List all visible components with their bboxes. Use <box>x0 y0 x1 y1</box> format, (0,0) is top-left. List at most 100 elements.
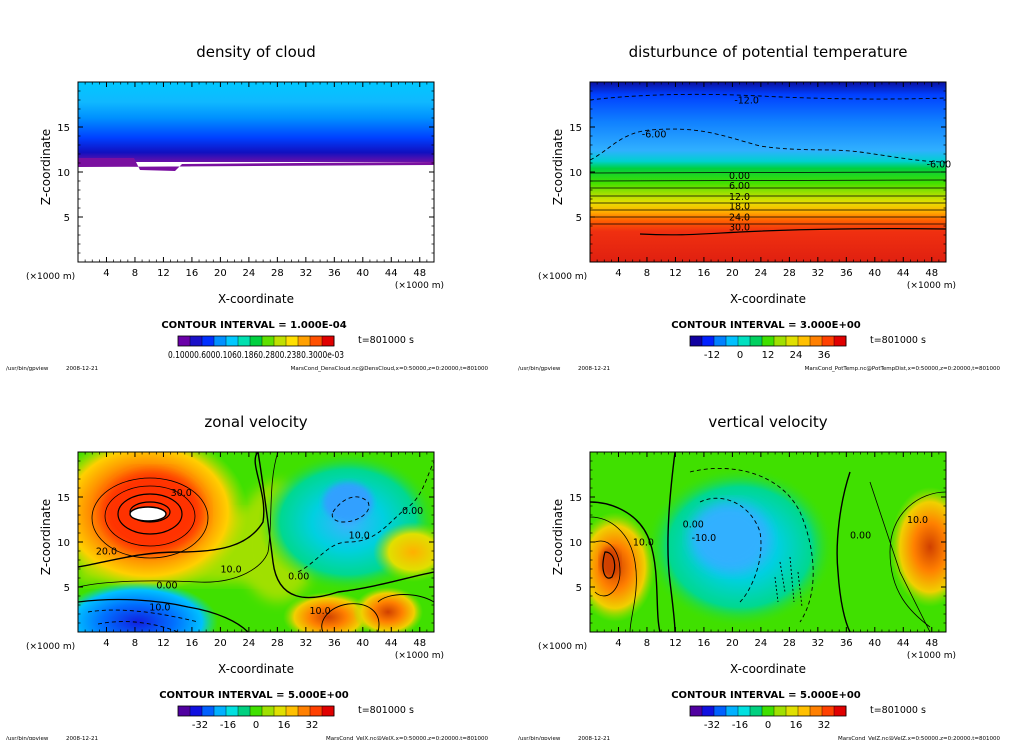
generated-chart-elements: 4 8 12 16 20 24 28 32 36 40 44 48 5 10 15 X-coordinate Z… <box>6 82 1000 740</box>
x-axis-label: X-coordinate <box>730 292 806 306</box>
footer-path: /usr/bin/gpview <box>6 736 49 740</box>
y-tick-label: 5 <box>64 213 70 224</box>
y-tick-label: 15 <box>57 123 70 134</box>
colorbar-swatch <box>274 336 287 346</box>
colorbar-swatch <box>750 706 763 716</box>
contour-label: 30.0 <box>171 488 192 499</box>
x-tick-label: 24 <box>755 638 768 649</box>
x-tick-label: 36 <box>328 638 341 649</box>
colorbar-swatch <box>226 336 239 346</box>
x-tick-label: 48 <box>413 638 426 649</box>
colorbar-swatch <box>726 336 739 346</box>
footer-date: 2008-12-21 <box>66 736 98 740</box>
colorbar-swatch <box>262 706 275 716</box>
contour-label: 18.0 <box>729 202 750 213</box>
y-tick-label: 10 <box>569 168 582 179</box>
time-label: t=801000 s <box>870 335 926 346</box>
x-unit-label-right: (×1000 m) <box>907 651 956 661</box>
colorbar-swatch <box>178 706 191 716</box>
colorbar-swatch <box>822 336 835 346</box>
x-tick-label: 48 <box>925 268 938 279</box>
chart-title: vertical velocity <box>708 413 827 431</box>
colorbar-swatch <box>274 706 287 716</box>
x-tick-label: 20 <box>214 268 227 279</box>
colorbar-swatch <box>238 336 251 346</box>
x-tick-label: 44 <box>385 638 398 649</box>
x-tick-label: 40 <box>868 638 881 649</box>
x-axis-label: X-coordinate <box>730 662 806 676</box>
colorbar-swatch <box>178 336 191 346</box>
footer-date: 2008-12-21 <box>578 736 610 740</box>
panel-potential-temperature: disturbunce of potential temperature <box>589 43 947 263</box>
colorbar-tick-label: -12 <box>704 350 720 361</box>
colorbar-tick-label: -16 <box>732 720 748 731</box>
zonal-maximum-core <box>129 506 167 522</box>
contour-label: 0.00 <box>850 530 871 541</box>
x-unit-label: (×1000 m) <box>538 642 587 652</box>
colorbar-swatch <box>714 706 727 716</box>
x-tick-label: 48 <box>925 638 938 649</box>
footer-date: 2008-12-21 <box>578 366 610 372</box>
time-label: t=801000 s <box>358 705 414 716</box>
x-tick-label: 36 <box>840 638 853 649</box>
colorbar-frame <box>689 335 847 347</box>
x-unit-label-right: (×1000 m) <box>395 651 444 661</box>
footer-path: /usr/bin/gpview <box>518 366 561 372</box>
y-tick-label: 5 <box>64 583 70 594</box>
footer-date: 2008-12-21 <box>66 366 98 372</box>
y-axis-label: Z-coordinate <box>39 129 53 205</box>
contour-label: 6.00 <box>729 181 750 192</box>
colorbar-swatch <box>262 336 275 346</box>
panel-1-axes: 4 8 12 16 20 24 28 32 36 40 44 4851015X-coordinateZ… <box>518 82 1000 372</box>
colorbar-swatch <box>202 706 215 716</box>
y-tick-label: 5 <box>576 583 582 594</box>
colorbar-tick-label: 16 <box>790 720 803 731</box>
colorbar-swatch <box>286 336 299 346</box>
colorbar-swatch <box>762 336 775 346</box>
vertical-velocity-field <box>590 452 946 632</box>
panel-vertical-velocity: vertical velocity <box>589 413 947 633</box>
time-label: t=801000 s <box>358 335 414 346</box>
colorbar-swatch <box>774 336 787 346</box>
colorbar-overlapping-labels: 0.10000.6000.1060.1860.2800.2380.3000e-0… <box>168 350 344 361</box>
colorbar-tick-label: 36 <box>818 350 831 361</box>
colorbar-tick-label: 32 <box>818 720 831 731</box>
colorbar-tick-label: 0 <box>737 350 743 361</box>
x-tick-label: 28 <box>271 268 284 279</box>
x-tick-label: 12 <box>157 268 170 279</box>
colorbar-swatch <box>738 706 751 716</box>
colorbar-swatch <box>726 706 739 716</box>
contour-label: 10.0 <box>149 602 170 613</box>
colorbar-tick-label: 24 <box>790 350 803 361</box>
contour-label: -10.0 <box>692 533 717 544</box>
contour-label: 10.0 <box>349 530 370 541</box>
y-tick-label: 15 <box>569 123 582 134</box>
y-tick-label: 10 <box>57 538 70 549</box>
contour-label: 30.0 <box>729 222 750 233</box>
file-info: MarsCond_PotTemp.nc@PotTempDist,x=0:5000… <box>805 366 1001 372</box>
contour-label: -6.00 <box>642 130 667 141</box>
colorbar-swatch <box>786 706 799 716</box>
colorbar-swatch <box>702 706 715 716</box>
y-tick-label: 15 <box>569 493 582 504</box>
colorbar-swatch <box>238 706 251 716</box>
colorbar-swatch <box>810 706 823 716</box>
x-unit-label-right: (×1000 m) <box>395 281 444 291</box>
colorbar-swatch <box>202 336 215 346</box>
x-tick-label: 32 <box>811 638 824 649</box>
colorbar-tick-label: -16 <box>220 720 236 731</box>
x-tick-label: 8 <box>644 638 650 649</box>
chart-title: zonal velocity <box>204 413 307 431</box>
file-info: MarsCond_VelZ.nc@VelZ,x=0:50000,z=0:2000… <box>838 736 1001 740</box>
file-info: MarsCond_VelX.nc@VelX,x=0:50000,z=0:2000… <box>326 736 489 740</box>
colorbar-swatch <box>798 706 811 716</box>
y-tick-label: 15 <box>57 493 70 504</box>
y-tick-label: 10 <box>569 538 582 549</box>
x-unit-label: (×1000 m) <box>538 272 587 282</box>
x-tick-label: 12 <box>669 268 682 279</box>
x-tick-label: 20 <box>726 268 739 279</box>
x-axis-label: X-coordinate <box>218 292 294 306</box>
y-tick-label: 5 <box>576 213 582 224</box>
x-tick-label: 48 <box>413 268 426 279</box>
